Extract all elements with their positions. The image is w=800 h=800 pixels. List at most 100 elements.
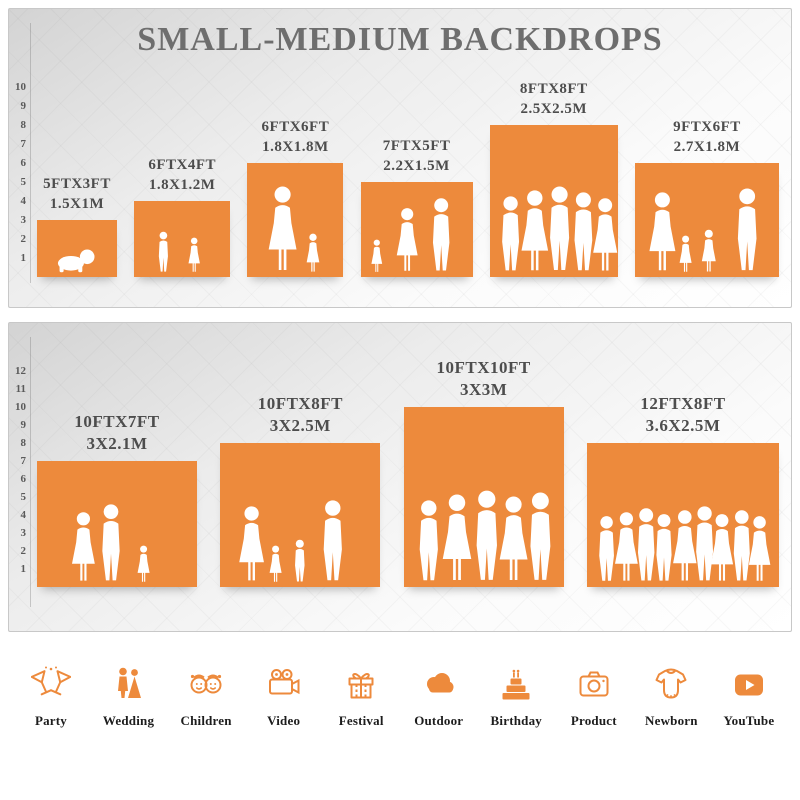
backdrop-size-label: 6FTX6FT 1.8X1.8M (262, 118, 330, 157)
category-label: Newborn (645, 713, 698, 728)
category-label: Product (570, 713, 617, 728)
outdoor-icon (426, 673, 454, 693)
size-label-ft: 6FTX6FT (261, 119, 330, 135)
axis-tick: 9 (20, 100, 27, 112)
person-silhouette (396, 208, 418, 271)
category-label: Video (267, 713, 301, 728)
category-product: Product (557, 664, 631, 729)
axis-tick: 9 (20, 419, 27, 431)
backdrop-size-label: 5FTX3FT 1.5X1M (43, 175, 111, 214)
person-silhouette (159, 231, 169, 272)
category-party: Party (14, 664, 88, 729)
backdrop-rect (586, 443, 779, 587)
person-silhouette (71, 512, 95, 581)
backdrop-bar: 6FTX4FT 1.8X1.2M (134, 156, 231, 277)
backdrop-rect (220, 443, 381, 587)
person-silhouette (306, 233, 320, 272)
category-strip: Party Wedding Children (0, 664, 800, 729)
person-silhouette (268, 186, 297, 271)
category-festival: Festival (324, 664, 398, 729)
backdrop-size-label: 9FTX6FT 2.7X1.8M (673, 118, 741, 157)
axis-tick: 2 (20, 233, 27, 245)
backdrop-size-label: 12FTX8FT 3.6X2.5M (640, 393, 725, 437)
page-title: SMALL-MEDIUM BACKDROPS (137, 21, 663, 58)
backdrop-bars-row: 5FTX3FT 1.5X1M 6FTX4FT 1.8X1.2M 6FTX6FT 1.8X1… (37, 80, 779, 277)
person-silhouette (592, 198, 617, 271)
person-silhouette (57, 249, 95, 273)
backdrop-bar: 7FTX5FT 2.2X1.5M (360, 137, 473, 277)
backdrop-bar: 10FTX7FT 3X2.1M (37, 411, 197, 587)
category-label: Festival (338, 713, 384, 728)
size-chart-small-medium: SMALL-MEDIUM BACKDROPS 1 2 3 4 5 6 7 8 9 10 5FTX3… (8, 8, 792, 308)
size-label-ft: 8FTX8FT (519, 81, 588, 97)
youtube-icon (734, 674, 763, 696)
category-children: Children (169, 664, 243, 729)
size-label-m: 1.8X1.8M (262, 138, 329, 155)
size-label-ft: 5FTX3FT (43, 176, 111, 192)
backdrop-size-label: 10FTX8FT 3X2.5M (258, 393, 343, 437)
size-label-m: 1.5X1M (49, 195, 105, 212)
backdrop-rect (360, 182, 473, 277)
party-icon (31, 666, 71, 696)
person-silhouette (749, 516, 771, 581)
backdrop-size-label: 6FTX4FT 1.8X1.2M (148, 156, 216, 195)
size-label-m: 1.8X1.2M (148, 176, 216, 193)
backdrop-size-label: 8FTX8FT 2.5X2.5M (520, 80, 588, 119)
backdrop-bars-row: 10FTX7FT 3X2.1M 10FTX8FT 3X2.5M 10FTX10FT 3X3… (37, 357, 779, 587)
size-label-m: 2.5X2.5M (520, 100, 587, 117)
y-axis: 1 2 3 4 5 6 7 8 9 10 11 12 (9, 323, 31, 631)
axis-tick: 10 (15, 401, 26, 413)
axis-tick: 3 (20, 214, 27, 226)
category-youtube: YouTube (712, 664, 786, 729)
backdrop-size-label: 7FTX5FT 2.2X1.5M (383, 137, 451, 176)
person-silhouette (701, 229, 716, 272)
axis-tick: 8 (20, 119, 27, 131)
backdrop-bar: 10FTX10FT 3X3M (403, 357, 564, 587)
children-icon (190, 674, 222, 694)
person-silhouette (649, 192, 676, 271)
birthday-icon (502, 669, 530, 700)
category-wedding: Wedding (92, 664, 166, 729)
axis-tick: 4 (20, 509, 27, 521)
size-label-ft: 12FTX8FT (640, 393, 726, 413)
size-label-ft: 10FTX8FT (257, 393, 343, 413)
person-silhouette (137, 545, 150, 582)
category-video: Video (247, 664, 321, 729)
backdrop-rect (37, 461, 197, 587)
size-chart-large: 1 2 3 4 5 6 7 8 9 10 11 12 10FTX7FT 3X2.1M 10FTX8FT 3X… (8, 322, 792, 632)
axis-tick: 10 (15, 81, 26, 93)
backdrop-rect (37, 220, 117, 277)
axis-tick: 1 (20, 563, 27, 575)
backdrop-bar: 5FTX3FT 1.5X1M (37, 175, 117, 277)
axis-tick: 11 (15, 383, 26, 395)
backdrop-size-label: 10FTX10FT 3X3M (437, 357, 531, 401)
category-newborn: Newborn (634, 664, 708, 729)
size-label-m: 3X3M (459, 379, 508, 399)
backdrop-rect (403, 407, 564, 587)
axis-tick: 5 (20, 176, 27, 188)
person-silhouette (101, 504, 120, 581)
person-silhouette (294, 539, 305, 582)
axis-tick: 5 (20, 491, 27, 503)
backdrop-rect (247, 163, 344, 277)
person-silhouette (269, 545, 282, 582)
backdrop-bar: 12FTX8FT 3.6X2.5M (586, 393, 779, 587)
backdrop-rect (134, 201, 231, 277)
backdrop-bar: 9FTX6FT 2.7X1.8M (634, 118, 779, 277)
backdrop-size-label: 10FTX7FT 3X2.1M (74, 411, 159, 455)
axis-tick: 12 (15, 365, 26, 377)
axis-tick: 3 (20, 527, 27, 539)
backdrop-rect (489, 125, 618, 277)
size-label-m: 2.2X1.5M (383, 157, 450, 174)
category-label: Wedding (102, 713, 155, 728)
backdrop-bar: 6FTX6FT 1.8X1.8M (247, 118, 344, 277)
size-label-m: 3X2.1M (86, 433, 148, 453)
person-silhouette (324, 500, 343, 581)
axis-tick: 6 (20, 473, 27, 485)
video-icon (268, 669, 300, 695)
category-label: Party (34, 713, 68, 728)
size-label-ft: 6FTX4FT (148, 157, 217, 173)
axis-tick: 6 (20, 157, 27, 169)
y-axis: 1 2 3 4 5 6 7 8 9 10 (9, 9, 31, 307)
newborn-icon (655, 668, 687, 699)
